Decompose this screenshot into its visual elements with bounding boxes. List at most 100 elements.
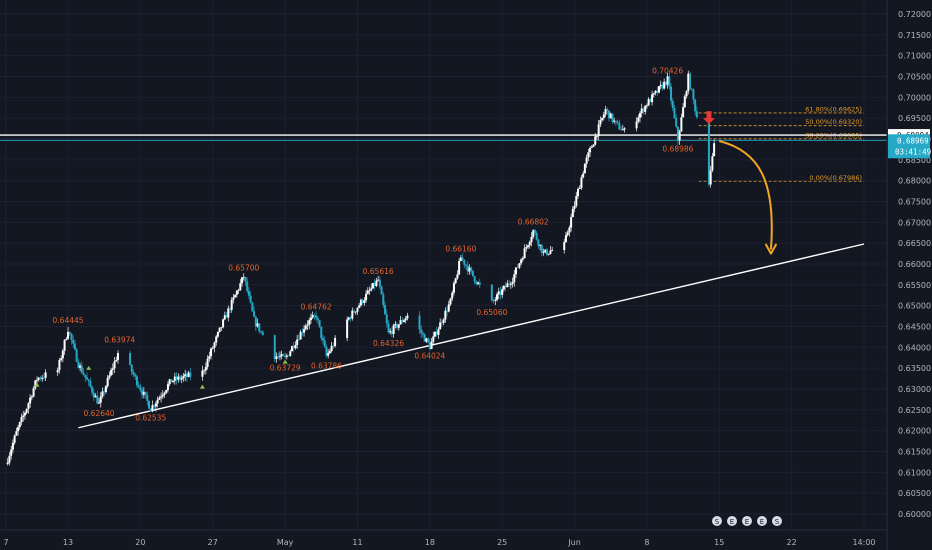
candle-down — [75, 349, 78, 362]
candle-down — [385, 314, 388, 324]
candle-up — [644, 105, 647, 112]
candle-up — [168, 379, 171, 385]
candle-down — [148, 400, 150, 409]
candle-up — [597, 124, 600, 137]
candle-down — [671, 100, 674, 108]
candle-down — [428, 342, 431, 350]
candle-up — [158, 397, 161, 400]
candle-down — [446, 310, 449, 312]
candle-up — [235, 290, 238, 295]
candle-up — [366, 290, 369, 294]
candle-up — [104, 386, 107, 392]
time-axis[interactable]: 7 13 20 27 May 11 18 25 Jun 8 15 22 14:00 — [0, 529, 887, 547]
candle-up — [575, 196, 578, 206]
candle-down — [103, 391, 106, 393]
candle-up — [406, 315, 409, 319]
candle-up — [451, 292, 454, 299]
candle-down — [694, 99, 697, 112]
candle-down — [470, 267, 473, 271]
candle-down — [297, 339, 300, 341]
candle-down — [91, 386, 94, 393]
candle-down — [316, 318, 319, 320]
price-annotation: 0.64326 — [373, 339, 404, 348]
event-badge-icon — [771, 515, 783, 527]
candle-up — [442, 319, 445, 324]
candle-up — [232, 297, 235, 300]
candle-up — [521, 258, 524, 260]
candle-down — [353, 310, 356, 313]
candle-up — [303, 329, 306, 333]
event-badge-icon — [756, 515, 768, 527]
candle-up — [182, 376, 185, 378]
price-tick-label: 0.66500 — [898, 239, 931, 248]
candle-up — [609, 113, 612, 119]
candle-up — [425, 338, 428, 342]
candle-down — [535, 232, 538, 240]
candle-down — [247, 291, 250, 296]
candle-up — [444, 310, 447, 320]
candle-up — [113, 361, 116, 369]
candle-up — [389, 331, 392, 333]
candle-up — [542, 252, 545, 254]
candle-up — [359, 299, 362, 306]
candle-up — [30, 396, 33, 398]
candle-up — [563, 242, 566, 250]
candle-up — [13, 435, 16, 443]
candle-down — [144, 391, 147, 395]
candle-up — [156, 399, 159, 404]
candle-down — [313, 315, 316, 316]
candle-up — [29, 397, 32, 404]
candle-up — [242, 277, 245, 278]
candle-up — [230, 299, 233, 310]
candle-up — [108, 375, 111, 378]
candle-up — [599, 120, 602, 125]
price-tick-label: 0.71000 — [898, 52, 931, 61]
candle-down — [77, 361, 80, 368]
sell-arrow-icon — [702, 111, 715, 125]
candle-up — [151, 405, 154, 412]
price-axis[interactable]: 0.72000 0.71500 0.71000 0.70500 0.70000 0.695… — [886, 0, 932, 550]
candle-up — [309, 317, 312, 321]
candle-up — [58, 360, 61, 371]
candle-down — [253, 311, 256, 317]
candle-up — [308, 320, 311, 325]
candle-down — [473, 276, 476, 282]
candle-down — [361, 299, 364, 303]
candle-up — [582, 173, 585, 178]
candle-up — [573, 205, 576, 209]
candle-down — [137, 385, 140, 388]
candle-down — [642, 108, 645, 112]
price-annotation: 0.66160 — [445, 244, 476, 253]
candle-up — [356, 307, 359, 312]
pivot-marker — [86, 365, 92, 370]
price-axis-background — [887, 0, 932, 550]
candle-up — [32, 388, 35, 397]
candle-up — [590, 146, 593, 148]
candle-up — [34, 380, 37, 389]
candle-down — [175, 376, 178, 380]
trendline-layer — [78, 243, 865, 429]
candle-up — [23, 412, 26, 416]
candle-down — [42, 377, 45, 379]
candle-down — [608, 110, 611, 119]
event-badge-icon — [726, 515, 738, 527]
candle-up — [256, 323, 259, 327]
pivot-marker — [199, 384, 205, 389]
candle-up — [509, 284, 512, 285]
price-tick-label: 0.64500 — [898, 323, 931, 332]
price-tick-label: 0.72000 — [898, 10, 931, 19]
price-annotation: 0.64024 — [414, 351, 445, 360]
candle-up — [570, 217, 573, 228]
candle-down — [661, 84, 664, 89]
candle-up — [454, 278, 457, 284]
fib-level-label: 0.00%(0.67986) — [809, 174, 862, 182]
candle-up — [363, 300, 366, 303]
candle-down — [249, 295, 252, 303]
price-tick-label: 0.61500 — [898, 448, 931, 457]
candle-up — [595, 136, 598, 137]
candle-up — [15, 431, 18, 436]
price-tick-label: 0.65000 — [898, 302, 931, 311]
candle-up — [115, 359, 118, 362]
